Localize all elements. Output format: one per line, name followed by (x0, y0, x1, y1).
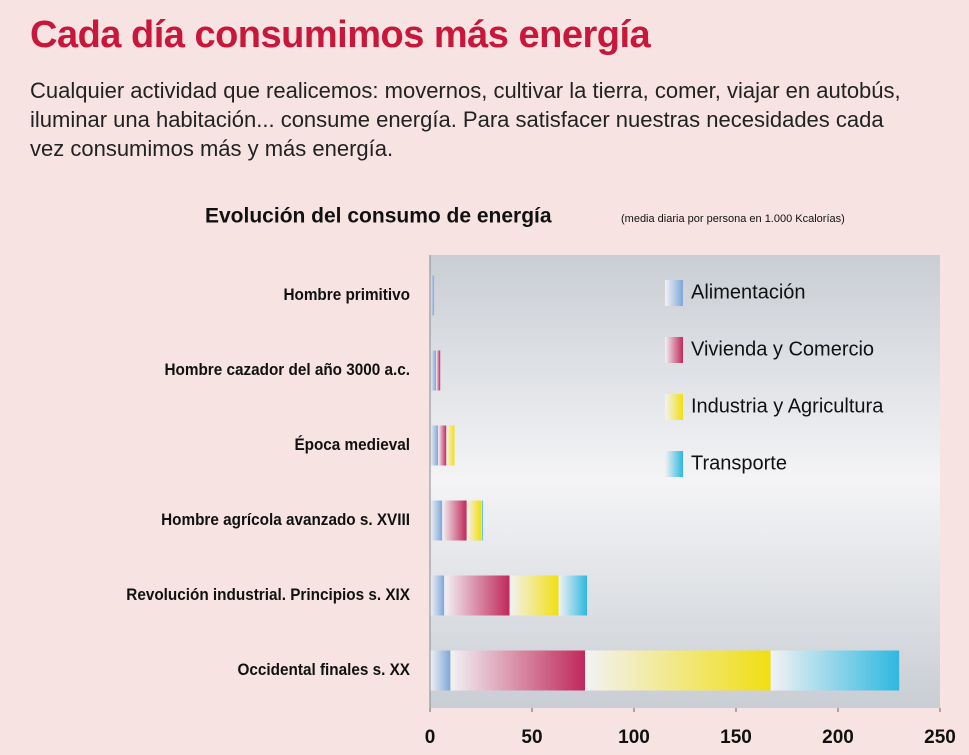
legend-label: Vivienda y Comercio (691, 338, 874, 360)
legend-swatch (665, 451, 683, 477)
intro-text: Cualquier actividad que realicemos: move… (30, 78, 901, 161)
bar-segment (509, 575, 559, 616)
category-label: Revolución industrial. Principios s. XIX (126, 585, 410, 604)
plot-area (430, 255, 940, 708)
category-label: Occidental finales s. XX (238, 660, 411, 679)
chart-title: Evolución del consumo de energía (205, 205, 552, 228)
category-label: Época medieval (294, 434, 410, 454)
bar-segment (430, 275, 435, 316)
category-label: Hombre agrícola avanzado s. XVIII (161, 510, 410, 529)
legend-label: Transporte (691, 452, 787, 474)
legend-swatch (665, 394, 683, 420)
x-tick-label: 200 (822, 727, 854, 748)
x-tick-label: 250 (924, 727, 956, 748)
bar-segment (558, 575, 588, 616)
bar-segment (585, 650, 771, 691)
bar-segment (430, 425, 439, 466)
bar-segment (446, 425, 455, 466)
bar-segment (430, 650, 451, 691)
category-label: Hombre primitivo (283, 285, 410, 304)
page-title: Cada día consumimos más energía (30, 14, 651, 56)
x-tick-label: 0 (425, 727, 436, 748)
bar-segment (430, 575, 445, 616)
legend-swatch (665, 280, 683, 306)
bar-segment (770, 650, 900, 691)
bar-segment (466, 500, 481, 541)
bar-segment (481, 500, 484, 541)
bar-segment (430, 500, 443, 541)
bar-segment (444, 575, 510, 616)
bar-segment (436, 350, 441, 391)
bar-segment (442, 500, 467, 541)
bar-segment (430, 350, 437, 391)
legend-swatch (665, 337, 683, 363)
category-label: Hombre cazador del año 3000 a.c. (164, 360, 410, 379)
x-tick-label: 150 (720, 727, 752, 748)
x-tick-label: 50 (521, 727, 542, 748)
legend-label: Alimentación (691, 281, 806, 303)
chart-subtitle: (media diaria por persona en 1.000 Kcalo… (621, 213, 845, 225)
legend-label: Industria y Agricultura (691, 395, 884, 417)
x-tick-label: 100 (618, 727, 650, 748)
bar-segment (438, 425, 447, 466)
bar-segment (450, 650, 586, 691)
